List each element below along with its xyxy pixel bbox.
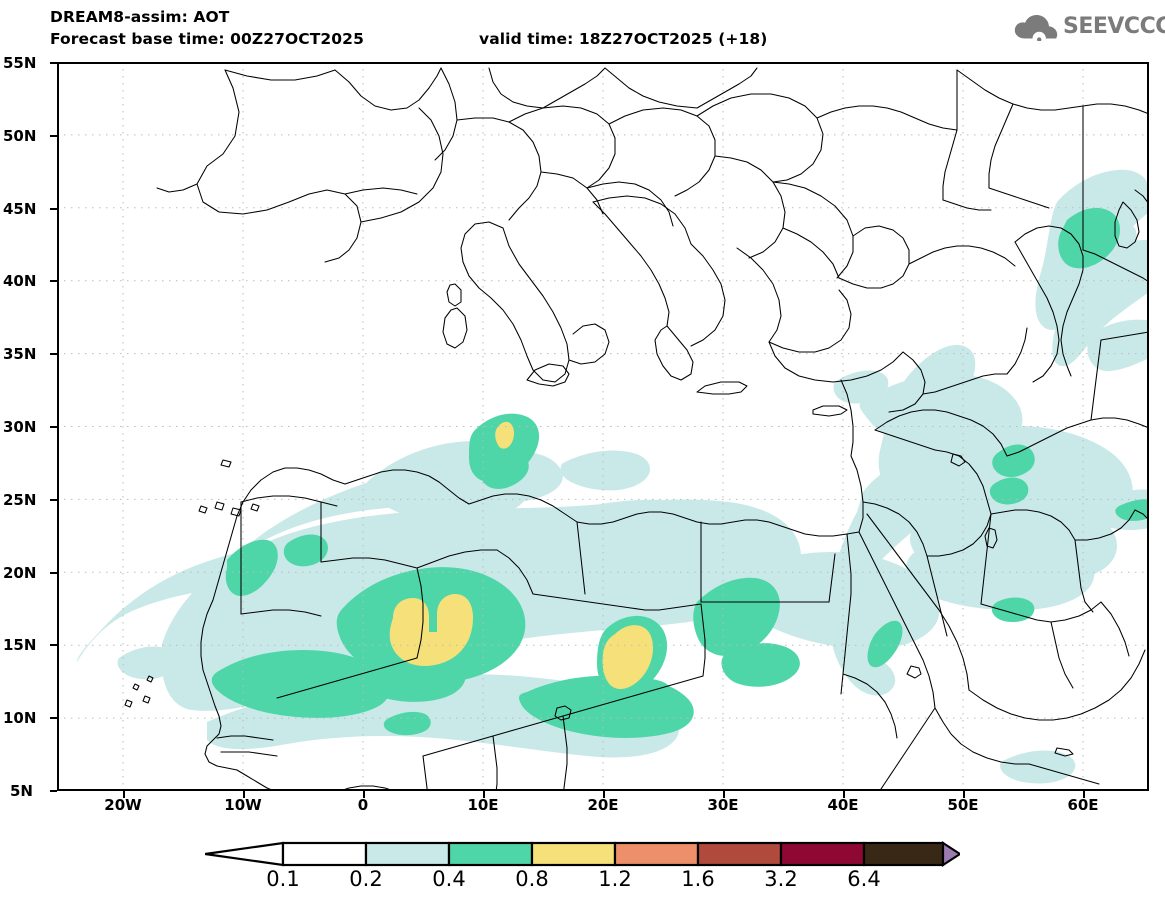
colorbar-swatch-3 xyxy=(530,841,617,867)
colorbar-label: 3.2 xyxy=(764,867,798,891)
y-label: 20N xyxy=(3,564,37,582)
x-label: 60E xyxy=(1067,796,1099,814)
colorbar-swatch-7 xyxy=(862,841,945,867)
x-label: 30E xyxy=(707,796,739,814)
aot-band-high xyxy=(389,421,653,690)
colorbar-swatch-2 xyxy=(447,841,534,867)
y-tick xyxy=(50,280,57,282)
x-label: 50E xyxy=(947,796,979,814)
y-tick xyxy=(50,62,57,64)
x-tick xyxy=(603,791,605,798)
y-label: 40N xyxy=(3,272,37,290)
y-label: 15N xyxy=(3,636,37,654)
forecast-base-time: Forecast base time: 00Z27OCT2025 xyxy=(50,30,364,48)
y-tick xyxy=(50,353,57,355)
colorbar-label: 1.2 xyxy=(598,867,632,891)
colorbar-label: 0.8 xyxy=(515,867,549,891)
forecast-map[interactable] xyxy=(57,62,1149,791)
x-label: 20W xyxy=(104,796,142,814)
colorbar-swatches[interactable] xyxy=(205,840,960,868)
y-label: 10N xyxy=(3,709,37,727)
x-label: 0 xyxy=(357,796,369,814)
x-label: 10E xyxy=(467,796,499,814)
y-tick xyxy=(50,499,57,501)
logo-text: SEEVCCC xyxy=(1063,14,1165,39)
gridlines xyxy=(57,62,1149,791)
page-title: DREAM8-assim: AOT xyxy=(50,8,230,26)
colorbar-label: 6.4 xyxy=(847,867,881,891)
x-tick xyxy=(123,791,125,798)
y-label: 25N xyxy=(3,491,37,509)
y-tick xyxy=(50,790,57,792)
x-tick xyxy=(963,791,965,798)
forecast-valid-time: valid time: 18Z27OCT2025 (+18) xyxy=(479,30,768,48)
y-label: 45N xyxy=(3,200,37,218)
seevccc-logo: SEEVCCC xyxy=(1014,9,1165,45)
colorbar-swatch-5 xyxy=(696,841,783,867)
x-tick xyxy=(1083,791,1085,798)
y-label: 35N xyxy=(3,345,37,363)
colorbar-swatch-6 xyxy=(779,841,866,867)
colorbar-swatch-1 xyxy=(364,841,451,867)
y-label: 30N xyxy=(3,418,37,436)
colorbar-swatch-0 xyxy=(281,841,368,867)
y-tick xyxy=(50,426,57,428)
colorbar-label: 0.1 xyxy=(266,867,300,891)
x-tick xyxy=(483,791,485,798)
y-tick xyxy=(50,572,57,574)
header: DREAM8-assim: AOT Forecast base time: 00… xyxy=(0,0,1165,56)
y-label: 55N xyxy=(3,54,37,72)
aot-contour-map[interactable] xyxy=(57,62,1149,791)
y-label: 5N xyxy=(10,782,33,800)
cloud-icon xyxy=(1014,14,1058,41)
coastlines-and-borders xyxy=(124,67,1149,791)
colorbar-cap-right xyxy=(941,840,960,868)
y-tick xyxy=(50,644,57,646)
colorbar-cap-left xyxy=(205,841,285,867)
colorbar[interactable]: 0.1 0.2 0.4 0.8 1.2 1.6 3.2 6.4 xyxy=(205,840,960,900)
colorbar-swatch-4 xyxy=(613,841,700,867)
y-tick xyxy=(50,208,57,210)
x-label: 20E xyxy=(587,796,619,814)
x-tick xyxy=(723,791,725,798)
x-label: 40E xyxy=(827,796,859,814)
x-label: 10W xyxy=(224,796,262,814)
colorbar-label: 0.2 xyxy=(349,867,383,891)
colorbar-label: 1.6 xyxy=(681,867,715,891)
colorbar-label: 0.4 xyxy=(432,867,466,891)
x-tick xyxy=(843,791,845,798)
y-tick xyxy=(50,717,57,719)
y-tick xyxy=(50,135,57,137)
y-label: 50N xyxy=(3,127,37,145)
x-tick xyxy=(243,791,245,798)
x-tick xyxy=(363,791,365,798)
